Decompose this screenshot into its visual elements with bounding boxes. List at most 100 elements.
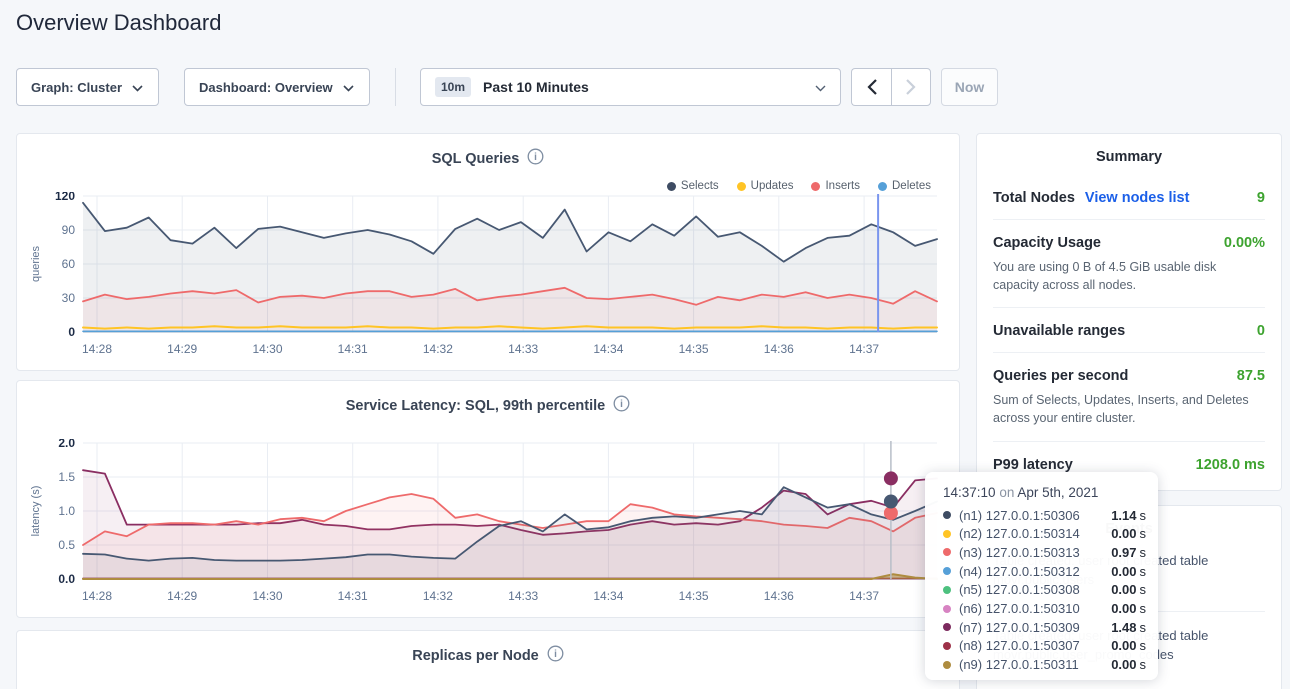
- svg-text:14:30: 14:30: [252, 342, 282, 356]
- p99-latency-label: P99 latency: [993, 457, 1073, 473]
- svg-text:i: i: [534, 152, 537, 163]
- chevron-down-icon: [815, 80, 826, 95]
- tooltip-timestamp: 14:37:10 on Apr 5th, 2021: [943, 485, 1146, 500]
- svg-text:14:35: 14:35: [679, 589, 709, 603]
- node-address: (n1) 127.0.0.1:50306: [959, 508, 1103, 523]
- svg-text:14:33: 14:33: [508, 342, 538, 356]
- tooltip-node-row: (n2) 127.0.0.1:50314 0.00s: [943, 525, 1146, 543]
- summary-row-unavailable: Unavailable ranges 0: [993, 308, 1265, 353]
- unavailable-ranges-label: Unavailable ranges: [993, 323, 1125, 339]
- node-latency-value: 0.00s: [1111, 526, 1146, 541]
- node-address: (n9) 127.0.0.1:50311: [959, 657, 1103, 672]
- node-color-dot: [943, 661, 951, 669]
- summary-row-qps: Queries per second 87.5 Sum of Selects, …: [993, 353, 1265, 441]
- tooltip-node-row: (n7) 127.0.0.1:503091.48s: [943, 618, 1146, 636]
- qps-label: Queries per second: [993, 368, 1128, 384]
- legend-label: Inserts: [825, 180, 860, 192]
- unavailable-ranges-value: 0: [1257, 323, 1265, 339]
- node-address: (n6) 127.0.0.1:50310: [959, 601, 1103, 616]
- node-latency-value: 1.48s: [1111, 620, 1146, 635]
- qps-value: 87.5: [1237, 368, 1265, 384]
- tooltip-node-row: (n4) 127.0.0.1:503120.00s: [943, 562, 1146, 580]
- graph-selector-dropdown[interactable]: Graph: Cluster: [16, 68, 159, 106]
- svg-text:90: 90: [62, 223, 76, 237]
- legend-dot: [737, 182, 746, 191]
- time-range-label: Past 10 Minutes: [483, 79, 589, 95]
- svg-text:14:34: 14:34: [593, 589, 623, 603]
- node-latency-value: 0.00s: [1111, 601, 1146, 616]
- svg-text:0.5: 0.5: [58, 538, 75, 552]
- node-color-dot: [943, 605, 951, 613]
- svg-text:14:31: 14:31: [338, 589, 368, 603]
- time-next-button[interactable]: [891, 68, 931, 106]
- svg-text:14:28: 14:28: [82, 589, 112, 603]
- summary-title: Summary: [993, 149, 1265, 165]
- graph-selector-label: Graph: Cluster: [31, 80, 122, 95]
- legend-item-inserts[interactable]: Inserts: [811, 180, 860, 192]
- node-color-dot: [943, 511, 951, 519]
- svg-text:14:30: 14:30: [252, 589, 282, 603]
- replicas-per-node-panel: Replicas per Node i: [16, 630, 960, 689]
- svg-text:14:31: 14:31: [338, 342, 368, 356]
- chart-title-replicas: Replicas per Node: [412, 648, 539, 664]
- node-color-dot: [943, 548, 951, 556]
- svg-text:120: 120: [55, 192, 75, 203]
- total-nodes-label: Total Nodes: [993, 190, 1075, 206]
- dashboard-selector-dropdown[interactable]: Dashboard: Overview: [184, 68, 370, 106]
- legend-item-deletes[interactable]: Deletes: [878, 180, 931, 192]
- node-address: (n2) 127.0.0.1:50314: [959, 526, 1103, 541]
- service-latency-chart[interactable]: 14:2814:2914:3014:3114:3214:3314:3414:35…: [25, 439, 953, 611]
- node-color-dot: [943, 642, 951, 650]
- tooltip-node-row: (n6) 127.0.0.1:50310 0.00s: [943, 599, 1146, 617]
- summary-row-total-nodes: Total Nodes View nodes list 9: [993, 175, 1265, 220]
- dashboard-selector-label: Dashboard: Overview: [199, 80, 333, 95]
- summary-panel: Summary Total Nodes View nodes list 9 Ca…: [976, 133, 1282, 491]
- capacity-usage-label: Capacity Usage: [993, 235, 1101, 251]
- node-latency-value: 0.00s: [1111, 657, 1146, 672]
- legend-item-updates[interactable]: Updates: [737, 180, 794, 192]
- chart-hover-tooltip: 14:37:10 on Apr 5th, 2021 (n1) 127.0.0.1…: [925, 472, 1158, 680]
- page-title: Overview Dashboard: [16, 10, 221, 36]
- time-range-dropdown[interactable]: 10m Past 10 Minutes: [420, 68, 841, 106]
- chart-legend: Selects Updates Inserts Deletes: [667, 180, 931, 192]
- sql-queries-panel: SQL Queries i SelectsUpdatesInsertsDelet…: [16, 133, 960, 371]
- chart-title-service-latency: Service Latency: SQL, 99th percentile: [346, 398, 606, 414]
- svg-text:14:36: 14:36: [764, 342, 794, 356]
- svg-text:30: 30: [62, 291, 76, 305]
- legend-dot: [811, 182, 820, 191]
- legend-item-selects[interactable]: Selects: [667, 180, 719, 192]
- now-button[interactable]: Now: [941, 68, 998, 106]
- svg-text:14:29: 14:29: [167, 589, 197, 603]
- node-address: (n3) 127.0.0.1:50313: [959, 545, 1103, 560]
- node-latency-value: 0.00s: [1111, 638, 1146, 653]
- node-address: (n4) 127.0.0.1:50312: [959, 564, 1103, 579]
- node-color-dot: [943, 586, 951, 594]
- info-icon[interactable]: i: [527, 148, 544, 170]
- capacity-usage-value: 0.00%: [1224, 235, 1265, 251]
- svg-text:i: i: [620, 399, 623, 410]
- svg-text:14:37: 14:37: [849, 342, 879, 356]
- svg-text:i: i: [554, 649, 557, 660]
- view-nodes-list-link[interactable]: View nodes list: [1085, 190, 1190, 206]
- chevron-down-icon: [132, 80, 143, 95]
- info-icon[interactable]: i: [613, 395, 630, 417]
- chevron-down-icon: [343, 80, 354, 95]
- tooltip-node-row: (n3) 127.0.0.1:50313 0.97s: [943, 543, 1146, 561]
- p99-latency-value: 1208.0 ms: [1196, 457, 1265, 473]
- capacity-usage-desc: You are using 0 B of 4.5 GiB usable disk…: [993, 258, 1265, 294]
- node-latency-value: 1.14s: [1111, 508, 1146, 523]
- service-latency-panel: Service Latency: SQL, 99th percentile i …: [16, 380, 960, 618]
- time-range-badge: 10m: [435, 77, 471, 97]
- info-icon[interactable]: i: [547, 645, 564, 667]
- node-color-dot: [943, 530, 951, 538]
- svg-text:14:32: 14:32: [423, 342, 453, 356]
- tooltip-node-row: (n8) 127.0.0.1:503070.00s: [943, 637, 1146, 655]
- legend-dot: [667, 182, 676, 191]
- legend-label: Selects: [681, 180, 719, 192]
- svg-text:14:36: 14:36: [764, 589, 794, 603]
- node-latency-value: 0.97s: [1111, 545, 1146, 560]
- sql-queries-chart[interactable]: 14:2814:2914:3014:3114:3214:3314:3414:35…: [25, 192, 953, 364]
- time-prev-button[interactable]: [851, 68, 891, 106]
- toolbar-divider: [395, 68, 396, 106]
- svg-text:14:29: 14:29: [167, 342, 197, 356]
